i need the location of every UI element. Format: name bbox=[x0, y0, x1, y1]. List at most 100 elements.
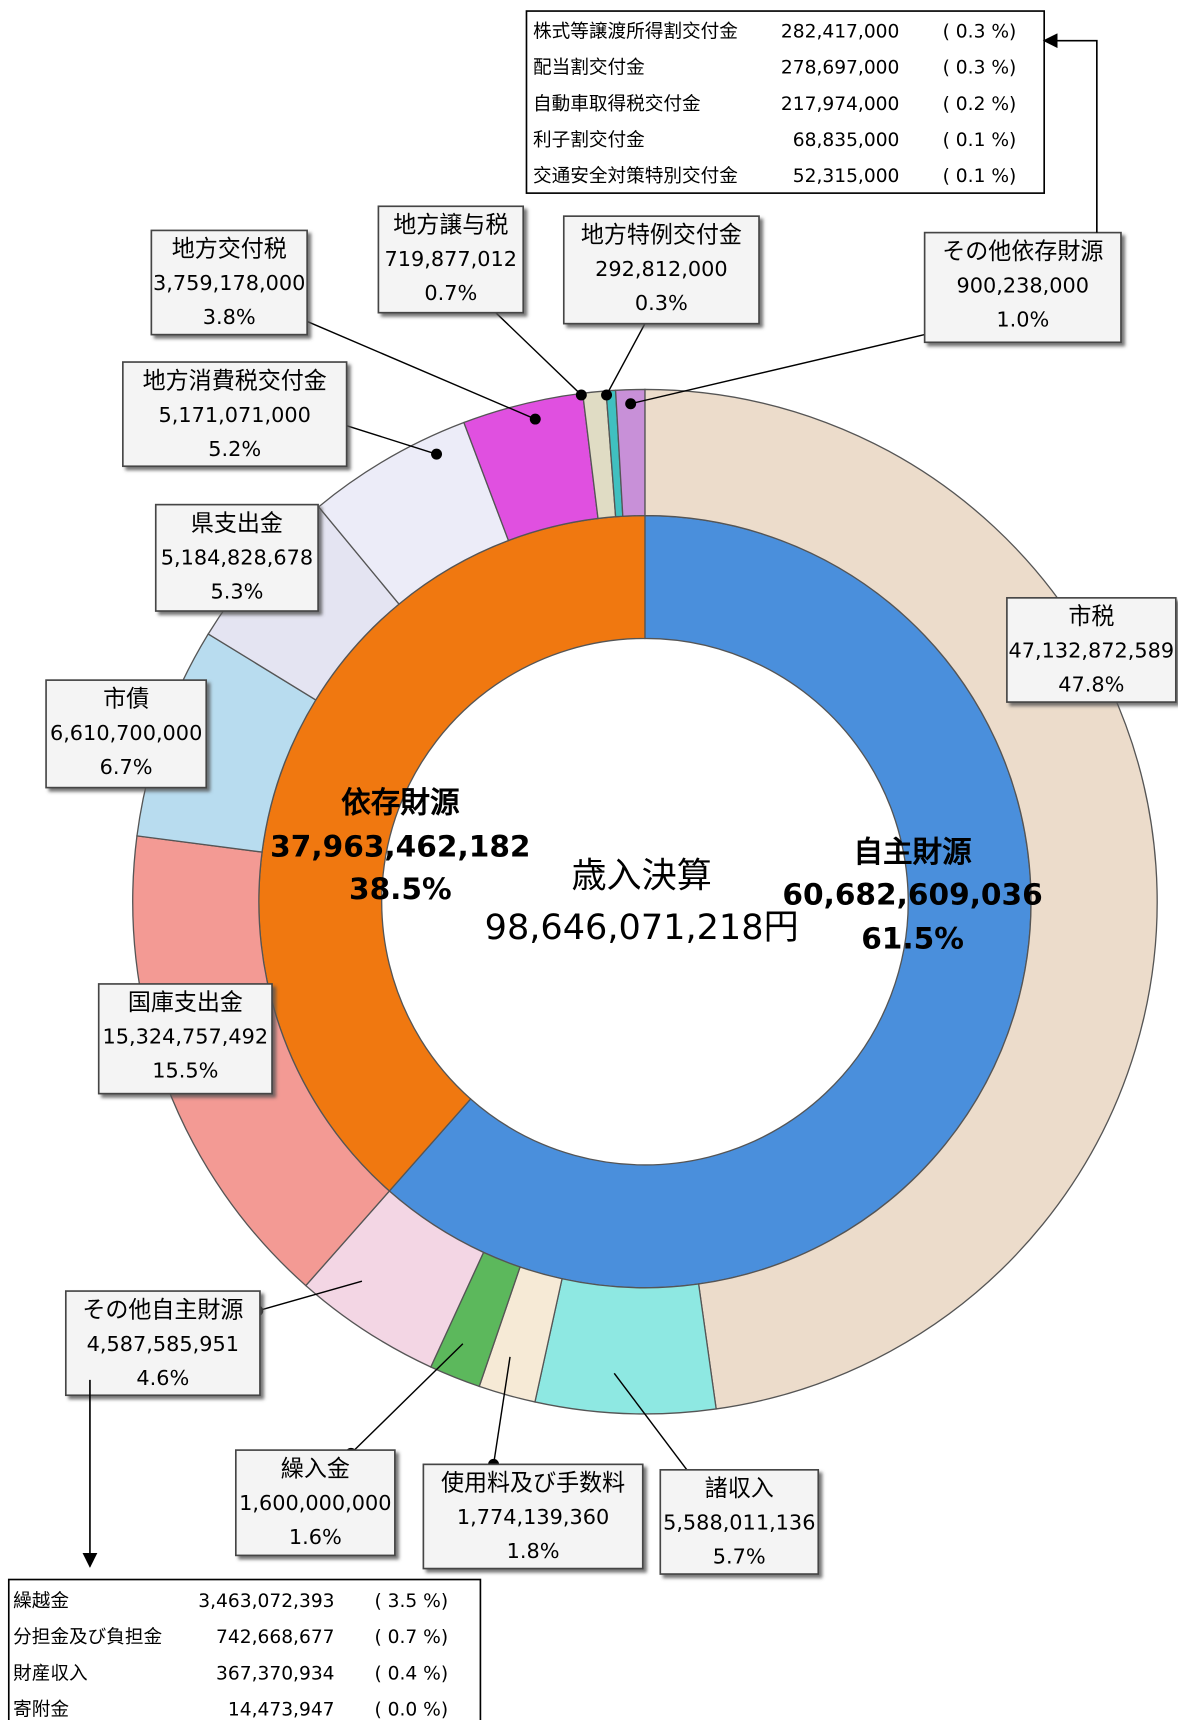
label-box bbox=[422, 1463, 644, 1570]
center-title: 歳入決算 bbox=[571, 856, 711, 897]
outer-label: 1.0% bbox=[996, 307, 1049, 331]
table-percent: ( 0.3 %) bbox=[943, 21, 1017, 42]
table-name: 繰越金 bbox=[13, 1591, 69, 1612]
outer-label: 15.5% bbox=[152, 1059, 218, 1083]
leader-line bbox=[257, 1280, 363, 1312]
table-value: 278,697,000 bbox=[781, 58, 900, 79]
outer-label: 3,759,178,000 bbox=[153, 271, 305, 295]
outer-label: 市債 bbox=[103, 686, 149, 712]
label-box bbox=[154, 503, 319, 612]
outer-label: 地方消費税交付金 bbox=[143, 368, 327, 394]
outer-label: 0.7% bbox=[424, 281, 477, 305]
inner-label: 60,682,609,036 bbox=[782, 878, 1042, 912]
labels: 自主財源 60,682,609,036 61.5% 依存財源 37,963,462,18… bbox=[45, 205, 1177, 1575]
outer-label: 5,184,828,678 bbox=[161, 545, 313, 569]
outer-label: 47.8% bbox=[1058, 673, 1124, 697]
outer-label: 292,812,000 bbox=[595, 257, 728, 281]
label-box bbox=[45, 679, 208, 789]
leader-line bbox=[346, 424, 437, 455]
label-box bbox=[923, 231, 1122, 344]
inner-label: 依存財源 bbox=[341, 786, 460, 820]
outer-label: 47,132,872,589 bbox=[1009, 639, 1175, 663]
outer-label: その他依存財源 bbox=[942, 239, 1103, 265]
outer-label: 1,774,139,360 bbox=[457, 1505, 609, 1529]
leader-line bbox=[495, 312, 582, 396]
outer-label: その他自主財源 bbox=[82, 1297, 243, 1323]
label-box bbox=[562, 215, 760, 325]
leader-line bbox=[630, 333, 925, 405]
label-box bbox=[659, 1469, 820, 1575]
table-value: 52,315,000 bbox=[793, 166, 900, 187]
table-name: 分担金及び負担金 bbox=[13, 1627, 162, 1648]
table-value: 367,370,934 bbox=[216, 1663, 335, 1684]
table-name: 利子割交付金 bbox=[533, 130, 645, 151]
label-box bbox=[377, 205, 525, 314]
outer-label: 4.6% bbox=[136, 1366, 189, 1390]
leader-dot bbox=[625, 398, 637, 410]
outer-label: 地方交付税 bbox=[172, 237, 287, 263]
outer-label: 4,587,585,951 bbox=[87, 1332, 239, 1356]
leader-line bbox=[350, 1343, 464, 1454]
outer-label: 1.6% bbox=[289, 1525, 342, 1549]
outer-label: 1,600,000,000 bbox=[239, 1491, 391, 1515]
table-percent: ( 0.2 %) bbox=[943, 94, 1017, 115]
table-value: 68,835,000 bbox=[793, 130, 900, 151]
table-percent: ( 0.7 %) bbox=[374, 1627, 448, 1648]
outer-label: 市税 bbox=[1068, 604, 1114, 630]
leader-line bbox=[605, 323, 646, 396]
table-percent: ( 3.5 %) bbox=[374, 1591, 448, 1612]
table-percent: ( 0.0 %) bbox=[374, 1700, 448, 1720]
leader-line bbox=[492, 1356, 511, 1465]
outer-segment bbox=[534, 1277, 717, 1415]
table-name: 株式等譲渡所得割交付金 bbox=[533, 21, 738, 42]
label-box bbox=[234, 1449, 396, 1557]
table-value: 282,417,000 bbox=[781, 21, 900, 42]
table-box bbox=[525, 10, 1046, 194]
table-name: 配当割交付金 bbox=[533, 58, 645, 79]
arrow bbox=[1042, 33, 1098, 233]
inner-label: 38.5% bbox=[349, 872, 452, 906]
outer-label: 900,238,000 bbox=[957, 273, 1090, 297]
label-box bbox=[122, 361, 348, 468]
outer-label: 6,610,700,000 bbox=[50, 721, 202, 745]
outer-label: 5.2% bbox=[208, 437, 261, 461]
outer-segment bbox=[614, 388, 646, 517]
label-box bbox=[1006, 597, 1177, 703]
outer-label: 5,588,011,136 bbox=[663, 1511, 815, 1535]
outer-label: 6.7% bbox=[100, 755, 153, 779]
outer-label: 1.8% bbox=[507, 1539, 560, 1563]
outer-label: 15,324,757,492 bbox=[103, 1025, 269, 1049]
outer-label: 国庫支出金 bbox=[128, 990, 243, 1016]
outer-label: 3.8% bbox=[203, 305, 256, 329]
label-box bbox=[64, 1290, 261, 1397]
inner-label: 37,963,462,182 bbox=[270, 829, 530, 863]
leader-dot bbox=[601, 389, 613, 401]
table-percent: ( 0.3 %) bbox=[943, 58, 1017, 79]
table-percent: ( 0.1 %) bbox=[943, 130, 1017, 151]
outer-label: 0.3% bbox=[635, 291, 688, 315]
table-percent: ( 0.4 %) bbox=[374, 1663, 448, 1684]
table-value: 742,668,677 bbox=[216, 1627, 335, 1648]
leader-line bbox=[306, 320, 536, 420]
table-name: 交通安全対策特別交付金 bbox=[533, 166, 738, 187]
outer-label: 使用料及び手数料 bbox=[441, 1471, 625, 1497]
inner-label: 自主財源 bbox=[853, 835, 972, 869]
leader-dot bbox=[575, 389, 587, 401]
table-value: 217,974,000 bbox=[781, 94, 900, 115]
table-name: 財産収入 bbox=[13, 1663, 88, 1684]
label-box bbox=[97, 983, 273, 1095]
outer-label: 繰入金 bbox=[281, 1456, 350, 1482]
outer-label: 5.7% bbox=[713, 1545, 766, 1569]
table-box bbox=[7, 1578, 482, 1720]
leader-dot bbox=[431, 448, 443, 460]
outer-label: 地方譲与税 bbox=[393, 213, 508, 239]
leader-dot bbox=[529, 413, 541, 425]
outer-label: 諸収入 bbox=[705, 1476, 774, 1502]
inner-label: 61.5% bbox=[861, 922, 964, 956]
leader-line bbox=[613, 1372, 692, 1476]
table-name: 自動車取得税交付金 bbox=[533, 94, 701, 115]
table-value: 3,463,072,393 bbox=[198, 1591, 334, 1612]
table-value: 14,473,947 bbox=[228, 1700, 335, 1720]
